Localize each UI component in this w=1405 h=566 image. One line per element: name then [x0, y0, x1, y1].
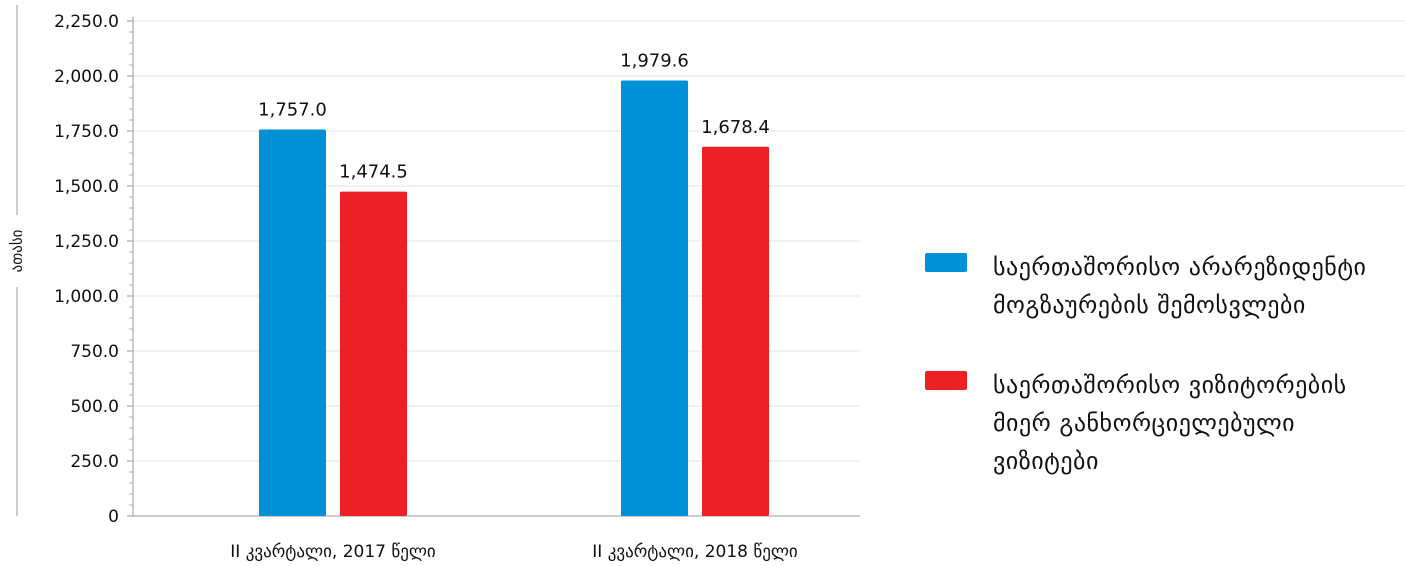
y-tick-label: 0	[108, 507, 119, 527]
y-axis-title: ათასი	[8, 229, 26, 272]
legend-item-visits: საერთაშორისო ვიზიტორების მიერ განხორციელ…	[925, 366, 1395, 480]
y-tick-label: 1,250.0	[54, 232, 119, 252]
legend-item-arrivals: საერთაშორისო არარეზიდენტი მოგზაურების შე…	[925, 248, 1395, 324]
data-label: 1,678.4	[701, 117, 770, 138]
legend-swatch-arrivals	[925, 253, 967, 272]
y-tick-label: 1,500.0	[54, 177, 119, 197]
data-label: 1,474.5	[339, 162, 408, 183]
bar	[702, 146, 769, 516]
y-tick-label: 1,000.0	[54, 287, 119, 307]
y-tick-label: 250.0	[70, 452, 119, 472]
bar	[340, 191, 407, 517]
y-tick-label: 2,000.0	[54, 67, 119, 87]
bar	[621, 80, 688, 516]
legend-swatch-visits	[925, 371, 967, 390]
bar	[259, 129, 326, 516]
x-category-label: II კვარტალი, 2017 წელი	[230, 542, 435, 562]
y-tick-label: 1,750.0	[54, 122, 119, 142]
legend-label-visits: საერთაშორისო ვიზიტორების მიერ განხორციელ…	[993, 371, 1347, 475]
x-category-label: II კვარტალი, 2018 წელი	[592, 542, 797, 562]
data-label: 1,979.6	[620, 50, 689, 71]
data-label: 1,757.0	[258, 99, 327, 120]
y-tick-label: 500.0	[70, 397, 119, 417]
y-axis-title-backdrop	[8, 215, 28, 287]
legend-label-arrivals: საერთაშორისო არარეზიდენტი მოგზაურების შე…	[993, 253, 1367, 319]
y-tick-label: 2,250.0	[54, 12, 119, 32]
labels: 0 250.0 500.0 750.0 1,000.0 1,250.0 1,500.0 1,7…	[8, 12, 798, 562]
y-tick-label: 750.0	[70, 342, 119, 362]
bars	[259, 80, 769, 517]
legend: საერთაშორისო არარეზიდენტი მოგზაურების შე…	[925, 248, 1395, 522]
